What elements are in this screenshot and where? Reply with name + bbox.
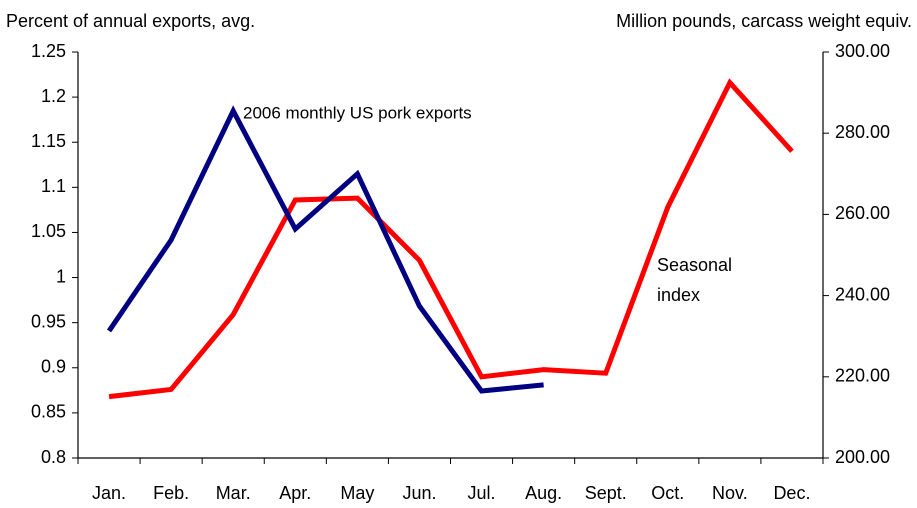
x-tick-label: Jun. — [402, 483, 436, 503]
x-tick-label: Apr. — [279, 483, 311, 503]
y-axis-label: Percent of annual exports, avg. — [6, 11, 255, 31]
x-tick-label: Feb. — [153, 483, 189, 503]
y2-tick-label: 200.00 — [835, 447, 890, 467]
y2-tick-label: 300.00 — [835, 41, 890, 61]
y-tick-label: 1.15 — [31, 131, 66, 151]
series-line — [106, 105, 544, 394]
y2-tick-label: 260.00 — [835, 203, 890, 223]
series-line — [108, 78, 794, 400]
y-tick-label: 0.95 — [31, 311, 66, 331]
x-tick-label: Jan. — [92, 483, 126, 503]
x-tick-label: Mar. — [216, 483, 251, 503]
y-tick-label: 0.8 — [41, 447, 66, 467]
x-tick-label: Sept. — [585, 483, 627, 503]
y-tick-label: 1.2 — [41, 86, 66, 106]
series-label: 2006 monthly US pork exports — [243, 103, 472, 122]
x-tick-label: Oct. — [651, 483, 684, 503]
y-tick-label: 0.9 — [41, 357, 66, 377]
y-tick-label: 1.25 — [31, 41, 66, 61]
x-tick-label: Jul. — [468, 483, 496, 503]
x-tick-label: Dec. — [773, 483, 810, 503]
y-tick-label: 1 — [56, 266, 66, 286]
y-tick-label: 0.85 — [31, 402, 66, 422]
y-tick-label: 1.1 — [41, 176, 66, 196]
y2-tick-label: 280.00 — [835, 122, 890, 142]
y2-tick-label: 240.00 — [835, 284, 890, 304]
y-tick-label: 1.05 — [31, 221, 66, 241]
x-tick-label: Nov. — [712, 483, 748, 503]
series-label: Seasonal index — [657, 255, 733, 305]
y2-axis-label: Million pounds, carcass weight equiv. — [616, 11, 912, 31]
x-tick-label: Aug. — [525, 483, 562, 503]
x-tick-label: May — [340, 483, 374, 503]
y2-tick-label: 220.00 — [835, 366, 890, 386]
